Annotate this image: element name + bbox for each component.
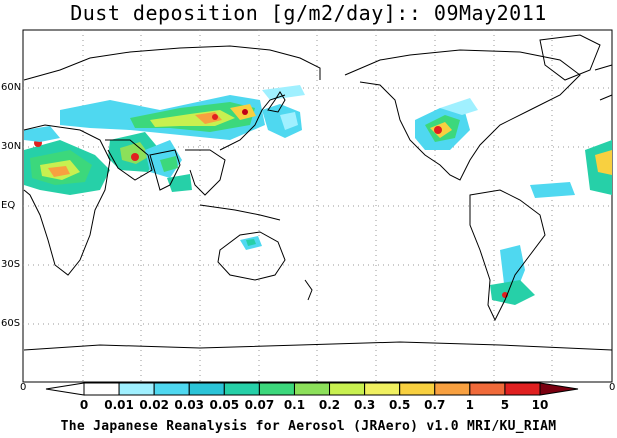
lat-label-60s: 60S <box>1 318 21 329</box>
lat-label-30n: 30N <box>1 141 22 152</box>
credit-line: The Japanese Reanalysis for Aerosol (JRA… <box>60 419 557 434</box>
colorbar-label: 0.7 <box>424 398 446 412</box>
lat-label-eq: EQ <box>1 200 16 211</box>
colorbar-label: 0.03 <box>174 398 205 412</box>
colorbar-label: 5 <box>500 398 510 412</box>
colorbar-label: 0.1 <box>283 398 306 412</box>
lon-edge-label-right: 0 <box>609 382 616 393</box>
colorbar-label: 0.2 <box>318 398 341 412</box>
colorbar-label: 0.07 <box>244 398 275 412</box>
colorbar-label: 0.3 <box>353 398 376 412</box>
dust-plume <box>24 85 612 305</box>
colorbar-label: 0.01 <box>104 398 134 412</box>
colorbar-label: 1 <box>465 398 475 412</box>
lat-label-30s: 30S <box>1 259 21 270</box>
coastline <box>23 34 613 351</box>
colorbar-label: 0.05 <box>209 398 240 412</box>
colorbar-label: 0.5 <box>389 398 411 412</box>
colorbar-label: 0 <box>79 398 89 412</box>
colorbar-label: 10 <box>531 398 549 412</box>
lat-label-60n: 60N <box>1 82 22 93</box>
lon-edge-label-left: 0 <box>20 382 27 393</box>
colorbar-label: 0.02 <box>139 398 169 412</box>
map-title: Dust deposition [g/m2/day]:: 09May2011 <box>70 1 547 25</box>
